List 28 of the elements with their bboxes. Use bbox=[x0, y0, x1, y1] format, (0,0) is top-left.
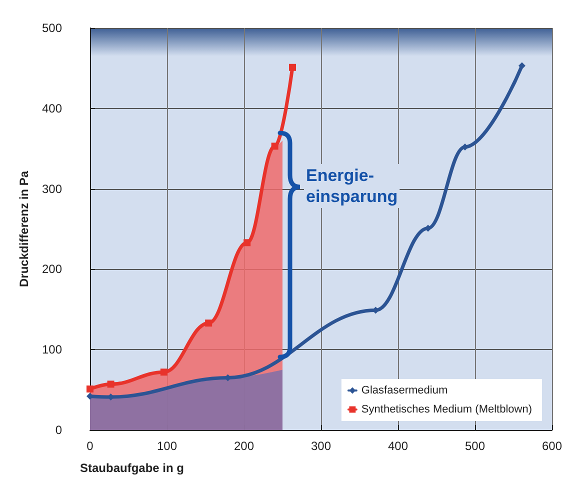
point bbox=[205, 320, 212, 327]
legend-label: Synthetisches Medium (Meltblown) bbox=[361, 404, 532, 416]
point bbox=[424, 224, 432, 232]
point bbox=[86, 385, 94, 392]
y-tick-label: 300 bbox=[42, 182, 62, 196]
y-tick-label: 400 bbox=[42, 101, 62, 116]
y-tick-label: 200 bbox=[42, 262, 62, 276]
y-axis-title: Druckdifferenz in Pa bbox=[17, 170, 31, 288]
point bbox=[244, 239, 251, 246]
point bbox=[107, 380, 114, 388]
y-tick-label: 100 bbox=[42, 342, 62, 357]
point bbox=[160, 368, 168, 376]
x-tick-label: 100 bbox=[156, 439, 178, 453]
x-axis-title: Staubaufgabe in g bbox=[80, 461, 184, 475]
x-tick-label: 400 bbox=[388, 439, 408, 453]
x-tick-label: 500 bbox=[464, 439, 486, 453]
annotation: Energie- einsparung bbox=[306, 166, 398, 206]
y-tick-label: 0 bbox=[55, 423, 62, 437]
point bbox=[271, 142, 278, 150]
x-tick-label: 300 bbox=[310, 439, 332, 453]
point bbox=[518, 62, 526, 70]
y-tick-label: 500 bbox=[42, 21, 62, 35]
x-tick-label: 0 bbox=[86, 439, 94, 453]
x-tick-label: 200 bbox=[234, 439, 254, 453]
x-tick-label: 600 bbox=[542, 439, 562, 453]
point bbox=[86, 392, 94, 400]
legend-label: Glasfasermedium bbox=[361, 384, 448, 396]
point bbox=[289, 64, 296, 71]
